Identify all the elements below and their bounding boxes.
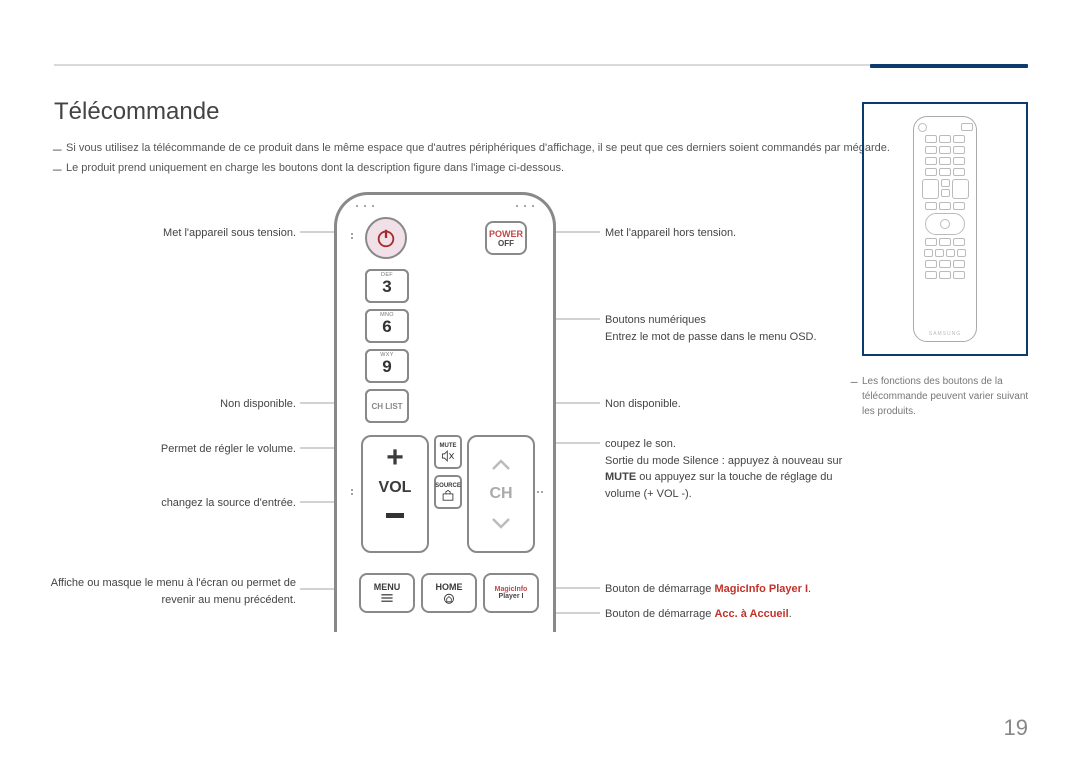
callout-volume: Permet de régler le volume.: [20, 441, 296, 458]
remote-thumbnail-frame: SAMSUNG: [862, 102, 1028, 356]
top-rule-accent: [870, 64, 1028, 68]
menu-button[interactable]: MENU: [359, 573, 415, 613]
side-note: Les fonctions des boutons de la télécomm…: [852, 374, 1032, 419]
callout-not-avail-left: Non disponible.: [54, 396, 296, 413]
mute-button[interactable]: MUTE: [434, 435, 462, 469]
channel-rocker[interactable]: CH: [467, 435, 535, 553]
callout-menu: Affiche ou masque le menu à l'écran ou p…: [20, 575, 296, 608]
power-icon: [375, 227, 397, 249]
key-chlist[interactable]: CH LIST: [365, 389, 409, 423]
page-number: 19: [1004, 715, 1028, 741]
callout-numbers-l1: Boutons numériques: [605, 314, 706, 326]
key-3[interactable]: DEF3: [365, 269, 409, 303]
remote-thumbnail: SAMSUNG: [913, 116, 977, 342]
callout-mute: coupez le son. Sortie du mode Silence : …: [605, 436, 845, 502]
speaker-dots: [353, 205, 537, 207]
callout-source: changez la source d'entrée.: [20, 495, 296, 512]
home-button[interactable]: HOME: [421, 573, 477, 613]
note-2: Le produit prend uniquement en charge le…: [54, 160, 564, 177]
source-button[interactable]: SOURCE: [434, 475, 462, 509]
ch-up-icon: [489, 457, 513, 473]
source-icon: [441, 490, 455, 502]
home-icon: [441, 592, 457, 604]
menu-icon: [379, 592, 395, 604]
power-button[interactable]: [365, 217, 407, 259]
callout-home: Bouton de démarrage Acc. à Accueil.: [605, 606, 905, 623]
callout-numbers: Boutons numériques Entrez le mot de pass…: [605, 312, 865, 345]
key-6[interactable]: MNO6: [365, 309, 409, 343]
power-off-button[interactable]: POWER OFF: [485, 221, 527, 255]
mute-icon: [441, 450, 455, 462]
note-1: Si vous utilisez la télécommande de ce p…: [54, 140, 890, 157]
ch-down-icon: [489, 515, 513, 531]
callout-magicinfo: Bouton de démarrage MagicInfo Player I.: [605, 581, 905, 598]
key-9[interactable]: WXY9: [365, 349, 409, 383]
volume-rocker[interactable]: + VOL: [361, 435, 429, 553]
magicinfo-button[interactable]: MagicInfo Player I: [483, 573, 539, 613]
callout-numbers-l2: Entrez le mot de passe dans le menu OSD.: [605, 331, 817, 343]
callout-power-on: Met l'appareil sous tension.: [54, 225, 296, 242]
callout-power-off: Met l'appareil hors tension.: [605, 225, 865, 242]
page-title: Télécommande: [54, 98, 219, 126]
vol-plus-icon: +: [386, 443, 404, 473]
remote-outline: POWER OFF .QZ1 ABC2 DEF3 GHI4 JKL5 MNO6 …: [334, 192, 556, 632]
callout-not-avail-right: Non disponible.: [605, 396, 865, 413]
vol-minus-icon: [386, 513, 404, 518]
